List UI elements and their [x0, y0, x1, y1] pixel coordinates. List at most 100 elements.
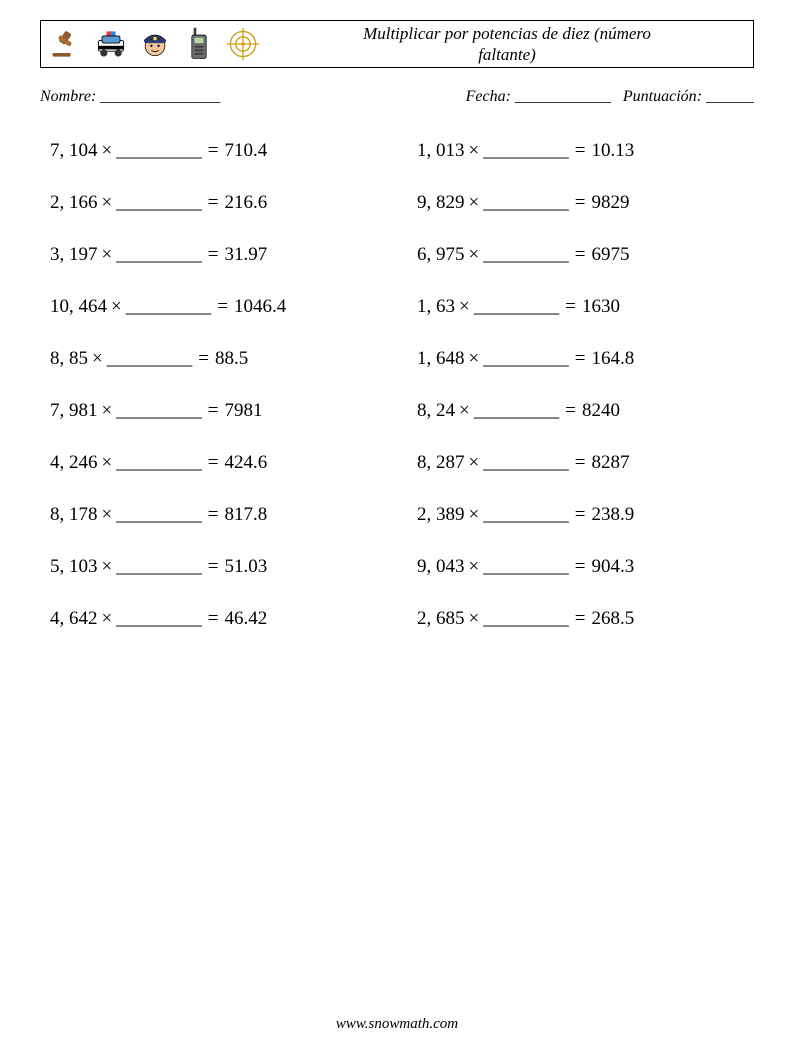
answer-blank: _________ — [107, 348, 193, 369]
problem-row: 8, 85×_________=88.5 — [50, 348, 387, 370]
problem-left: 9, 043 — [417, 556, 465, 577]
multiply-symbol: × — [98, 192, 117, 213]
problem-right: 8287 — [591, 452, 629, 473]
problem-right: 8240 — [582, 400, 620, 421]
problem-row: 7, 104×_________=710.4 — [50, 140, 387, 162]
equals-symbol: = — [202, 452, 225, 473]
problem-left: 7, 104 — [50, 140, 98, 161]
meta-date: Fecha: ____________ — [466, 88, 611, 106]
problem-left: 7, 981 — [50, 400, 98, 421]
problem-right: 7981 — [224, 400, 262, 421]
problem-right: 1630 — [582, 296, 620, 317]
equals-symbol: = — [559, 400, 582, 421]
problem-left: 8, 178 — [50, 504, 98, 525]
multiply-symbol: × — [465, 608, 484, 629]
multiply-symbol: × — [465, 348, 484, 369]
problem-left: 2, 685 — [417, 608, 465, 629]
answer-blank: _________ — [126, 296, 212, 317]
multiply-symbol: × — [465, 504, 484, 525]
answer-blank: _________ — [483, 348, 569, 369]
multiply-symbol: × — [455, 400, 474, 421]
footer-url: www.snowmath.com — [336, 1016, 458, 1032]
answer-blank: _________ — [474, 400, 560, 421]
problem-right: 268.5 — [591, 608, 634, 629]
police-car-icon — [93, 26, 129, 62]
multiply-symbol: × — [107, 296, 126, 317]
problem-left: 2, 166 — [50, 192, 98, 213]
answer-blank: _________ — [116, 192, 202, 213]
answer-blank: _________ — [116, 608, 202, 629]
equals-symbol: = — [202, 140, 225, 161]
problem-right: 817.8 — [224, 504, 267, 525]
answer-blank: _________ — [483, 244, 569, 265]
answer-blank: _________ — [483, 556, 569, 577]
problem-row: 9, 043×_________=904.3 — [417, 556, 754, 578]
worksheet-title: Multiplicar por potencias de diez (númer… — [261, 23, 753, 66]
answer-blank: _________ — [483, 504, 569, 525]
problem-row: 4, 246×_________=424.6 — [50, 452, 387, 474]
problem-left: 2, 389 — [417, 504, 465, 525]
multiply-symbol: × — [465, 556, 484, 577]
problem-row: 8, 24×_________=8240 — [417, 400, 754, 422]
multiply-symbol: × — [88, 348, 107, 369]
problem-row: 8, 178×_________=817.8 — [50, 504, 387, 526]
equals-symbol: = — [569, 348, 592, 369]
equals-symbol: = — [569, 504, 592, 525]
answer-blank: _________ — [116, 556, 202, 577]
multiply-symbol: × — [98, 400, 117, 421]
problem-right: 710.4 — [224, 140, 267, 161]
problem-right: 31.97 — [224, 244, 267, 265]
equals-symbol: = — [192, 348, 215, 369]
problem-left: 10, 464 — [50, 296, 107, 317]
problem-right: 46.42 — [224, 608, 267, 629]
problem-row: 1, 63×_________=1630 — [417, 296, 754, 318]
score-blank: ______ — [706, 88, 754, 105]
equals-symbol: = — [211, 296, 234, 317]
problem-left: 6, 975 — [417, 244, 465, 265]
answer-blank: _________ — [116, 400, 202, 421]
equals-symbol: = — [202, 556, 225, 577]
multiply-symbol: × — [465, 244, 484, 265]
problem-right: 216.6 — [224, 192, 267, 213]
name-blank: _______________ — [100, 88, 220, 105]
problem-row: 10, 464×_________=1046.4 — [50, 296, 387, 318]
problem-left: 1, 63 — [417, 296, 455, 317]
multiply-symbol: × — [98, 556, 117, 577]
problem-right: 88.5 — [215, 348, 248, 369]
police-officer-icon — [137, 26, 173, 62]
equals-symbol: = — [569, 244, 592, 265]
multiply-symbol: × — [98, 452, 117, 473]
answer-blank: _________ — [116, 140, 202, 161]
problems-grid: 7, 104×_________=710.41, 013×_________=1… — [50, 140, 754, 630]
problem-right: 10.13 — [591, 140, 634, 161]
problem-row: 2, 685×_________=268.5 — [417, 608, 754, 630]
multiply-symbol: × — [465, 192, 484, 213]
answer-blank: _________ — [483, 192, 569, 213]
problem-right: 6975 — [591, 244, 629, 265]
header-container: Multiplicar por potencias de diez (númer… — [40, 20, 754, 68]
problem-left: 4, 246 — [50, 452, 98, 473]
problem-row: 6, 975×_________=6975 — [417, 244, 754, 266]
problem-row: 9, 829×_________=9829 — [417, 192, 754, 214]
problem-right: 51.03 — [224, 556, 267, 577]
multiply-symbol: × — [98, 608, 117, 629]
meta-score: Puntuación: ______ — [623, 88, 754, 106]
header-icons — [41, 21, 261, 67]
equals-symbol: = — [569, 140, 592, 161]
problem-row: 2, 389×_________=238.9 — [417, 504, 754, 526]
problem-left: 8, 24 — [417, 400, 455, 421]
problem-left: 3, 197 — [50, 244, 98, 265]
answer-blank: _________ — [474, 296, 560, 317]
problem-right: 904.3 — [591, 556, 634, 577]
answer-blank: _________ — [116, 244, 202, 265]
problem-right: 424.6 — [224, 452, 267, 473]
problem-left: 1, 013 — [417, 140, 465, 161]
answer-blank: _________ — [483, 608, 569, 629]
problem-left: 8, 287 — [417, 452, 465, 473]
date-blank: ____________ — [515, 88, 611, 105]
problem-right: 9829 — [591, 192, 629, 213]
equals-symbol: = — [559, 296, 582, 317]
multiply-symbol: × — [98, 504, 117, 525]
meta-name: Nombre: _______________ — [40, 88, 466, 106]
name-label: Nombre: — [40, 88, 96, 105]
